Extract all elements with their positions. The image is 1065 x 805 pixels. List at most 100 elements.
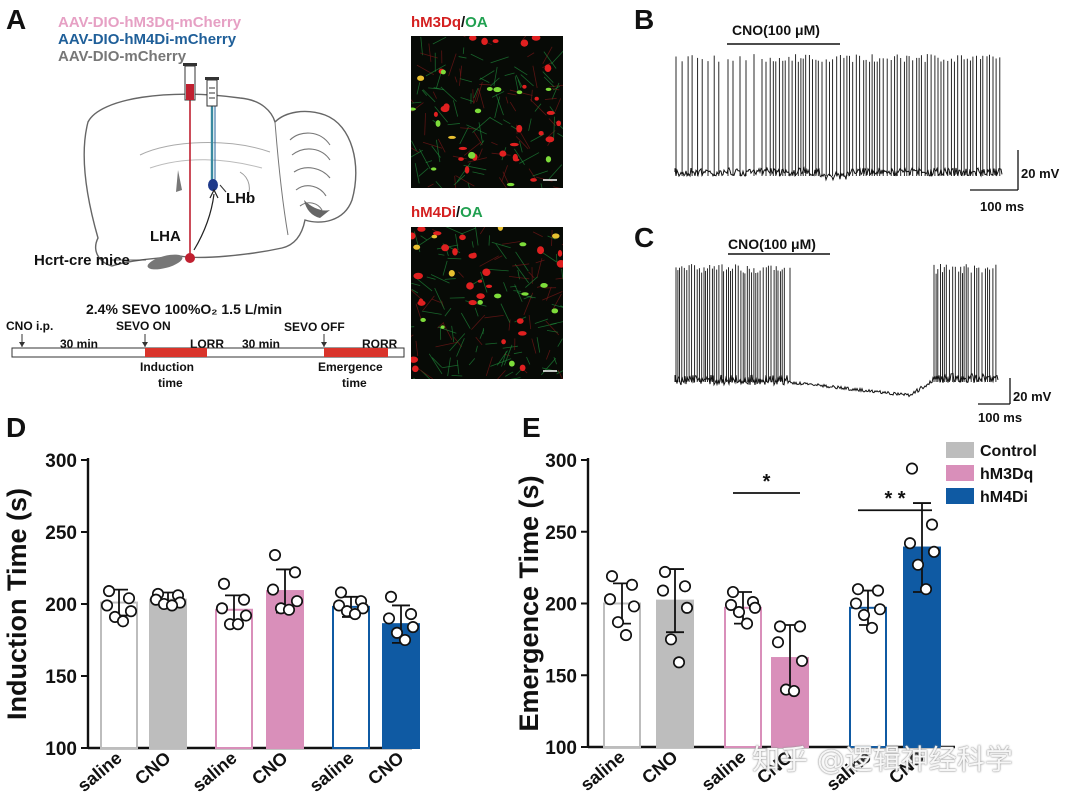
y-tick-label: 150 — [545, 666, 577, 687]
data-point — [282, 603, 296, 616]
data-point — [290, 595, 304, 608]
y-axis-label: Emergence Time (s) — [514, 475, 544, 731]
protocol-induction-1: Induction — [140, 360, 194, 374]
data-point — [871, 584, 885, 597]
data-point — [390, 626, 404, 639]
x-tick-label: CNO — [248, 748, 291, 789]
data-point — [732, 606, 746, 619]
y-tick-label: 150 — [45, 667, 77, 688]
bar — [724, 606, 762, 748]
construct-hm3dq: AAV-DIO-hM3Dq-mCherry — [58, 14, 242, 31]
data-point — [288, 566, 302, 579]
data-point — [124, 605, 138, 618]
data-point — [903, 537, 917, 550]
data-point — [102, 584, 116, 598]
data-point — [851, 583, 865, 596]
data-point — [603, 593, 617, 606]
data-point — [658, 565, 672, 578]
panel-a-label: A — [6, 4, 27, 35]
y-tick-label: 100 — [545, 738, 577, 759]
data-point — [332, 599, 346, 612]
legend-swatch — [946, 488, 974, 504]
x-tick-label: CNO — [638, 747, 681, 788]
data-point — [619, 629, 633, 642]
data-point — [239, 609, 253, 622]
panel-c-label: C — [634, 222, 655, 253]
x-tick-label: saline — [74, 748, 126, 796]
protocol-emergence-2: time — [342, 376, 367, 390]
legend-swatch — [946, 442, 974, 458]
y-axis-label: Induction Time (s) — [2, 488, 32, 720]
bar — [100, 601, 138, 749]
label-oa: OA — [460, 204, 483, 221]
data-point — [927, 545, 941, 558]
construct-hm4di: AAV-DIO-hM4Di-mCherry — [58, 31, 237, 48]
bar — [215, 608, 253, 749]
data-point — [165, 599, 179, 612]
data-point — [231, 618, 245, 631]
protocol-header: 2.4% SEVO 100%O₂ 1.5 L/min — [86, 301, 283, 317]
micrograph-hm4di — [411, 227, 563, 379]
label-lha: LHA — [150, 228, 181, 245]
x-tick-label: CNO — [364, 748, 407, 789]
data-point — [919, 583, 933, 596]
significance-label: * * — [884, 488, 905, 510]
label-sep: / — [461, 14, 466, 31]
bar — [266, 590, 304, 749]
micrograph-top-title: hM3Dq/OA — [411, 14, 488, 31]
trace-b-cno-label: CNO(100 μM) — [732, 22, 820, 38]
trace-c — [674, 253, 1011, 405]
data-point — [627, 600, 641, 613]
data-point — [237, 593, 251, 606]
data-point — [266, 583, 280, 596]
data-point — [672, 656, 686, 669]
label-hm3dq: hM3Dq — [411, 14, 461, 31]
data-point — [217, 577, 231, 590]
bar — [332, 605, 370, 749]
x-tick-label: saline — [189, 748, 241, 796]
y-tick-label: 300 — [545, 451, 577, 472]
micrograph-hm3dq — [411, 36, 563, 188]
x-tick-label: saline — [306, 748, 358, 796]
data-point — [724, 598, 738, 611]
protocol-timeline — [11, 334, 405, 358]
watermark: 知乎 @逻辑神经科学 — [752, 743, 1013, 776]
label-oa: OA — [465, 14, 488, 31]
data-point — [664, 633, 678, 646]
data-point — [857, 608, 871, 622]
protocol-sevo-on: SEVO ON — [116, 319, 171, 333]
data-point — [100, 599, 114, 612]
y-tick-label: 100 — [45, 739, 77, 760]
legend-swatch — [946, 465, 974, 481]
data-point — [605, 570, 619, 583]
data-point — [925, 518, 939, 531]
data-point — [773, 620, 787, 633]
protocol-emergence-1: Emergence — [318, 360, 383, 374]
data-point — [680, 601, 694, 614]
protocol-induction-2: time — [158, 376, 183, 390]
bar — [149, 598, 187, 749]
data-point — [771, 636, 785, 649]
y-tick-label: 250 — [45, 523, 77, 544]
panel-b-label: B — [634, 4, 655, 35]
micrograph-bottom-title: hM4Di/OA — [411, 204, 483, 221]
data-point — [398, 633, 412, 647]
data-point — [122, 592, 136, 605]
data-point — [873, 603, 887, 616]
y-tick-label: 200 — [545, 595, 577, 616]
data-point — [905, 462, 919, 475]
data-point — [384, 590, 398, 603]
label-sep: / — [456, 204, 461, 221]
data-point — [268, 548, 282, 562]
trace-c-scale-v: 20 mV — [1013, 389, 1052, 404]
data-point — [656, 584, 670, 597]
legend-label: hM4Di — [980, 489, 1028, 506]
data-point — [678, 580, 692, 593]
data-point — [911, 558, 925, 571]
data-point — [795, 654, 809, 667]
y-tick-label: 300 — [45, 451, 77, 472]
data-point — [215, 602, 229, 615]
panel-e-label: E — [522, 412, 541, 443]
